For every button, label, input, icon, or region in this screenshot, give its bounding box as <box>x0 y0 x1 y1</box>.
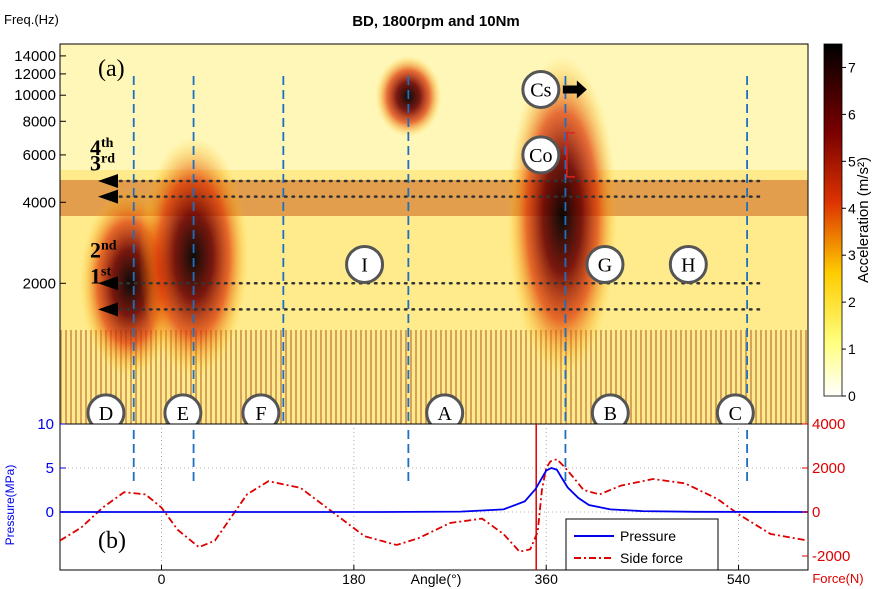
colorbar-tick-label: 3 <box>848 247 856 263</box>
force-tick-labels: -2000 0 2000 4000 <box>802 416 850 565</box>
marker-h-circle <box>668 244 708 284</box>
frequency-tick-label: 10000 <box>14 87 56 104</box>
colorbar-gradient <box>823 43 843 397</box>
heat-hotspot <box>507 55 618 377</box>
pressure-tick-label: 0 <box>46 504 54 521</box>
force-tick-label: 0 <box>812 504 820 521</box>
colorbar-tick-label: 5 <box>848 153 856 169</box>
marker-co-circle <box>521 135 561 175</box>
order-label: 2nd <box>90 237 117 262</box>
force-axis-label: Force(N) <box>812 571 863 586</box>
colorbar-tick-label: 4 <box>848 200 856 216</box>
order-arrow-icon <box>98 276 118 291</box>
marker-i-label: I <box>361 254 368 276</box>
order-label: 4th <box>90 135 114 160</box>
heat-hotspot <box>138 136 249 377</box>
event-lines-a <box>132 76 748 444</box>
pressure-tick-labels: 0 5 10 <box>37 416 66 521</box>
marker-h-label: H <box>681 254 695 276</box>
panel-a-label: (a) <box>98 56 125 82</box>
frequency-tick-label: 12000 <box>14 66 56 83</box>
spectrogram-heat-layer <box>60 55 808 424</box>
order-arrow-icon <box>98 302 118 317</box>
marker-e-label: E <box>177 403 189 425</box>
series-line-side-force <box>60 458 808 553</box>
angle-tick-labels: 0 180 360 540 <box>158 565 751 587</box>
frequency-axis-label: Freq.(Hz) <box>4 12 59 27</box>
chart-title: BD, 1800rpm and 10Nm <box>352 13 520 30</box>
marker-b-label: B <box>604 403 617 425</box>
cs-arrow-icon <box>562 80 587 99</box>
legend-box <box>565 518 719 571</box>
pressure-tick-label: 10 <box>37 416 54 433</box>
angle-tick-label: 360 <box>535 571 559 587</box>
pressure-axis-label: Pressure(MPa) <box>3 465 17 546</box>
colorbar-tick-label: 2 <box>848 294 856 310</box>
order-label: 3rd <box>90 151 115 176</box>
frequency-tick-label: 2000 <box>23 275 56 292</box>
frequency-tick-label: 4000 <box>23 194 56 211</box>
marker-c-label: C <box>729 403 742 425</box>
frequency-tick-label: 8000 <box>23 113 56 130</box>
co-bracket-icon <box>566 132 575 178</box>
angle-tick-label: 180 <box>342 571 366 587</box>
marker-g-circle <box>585 244 625 284</box>
legend: Pressure Side force <box>565 518 719 571</box>
colorbar-tick-labels: 0 1 2 3 4 5 6 7 <box>842 59 856 404</box>
marker-f-label: F <box>255 403 266 425</box>
order-label: 1st <box>90 263 111 288</box>
marker-cs-label: Cs <box>530 80 551 102</box>
frequency-tick-label: 14000 <box>14 48 56 65</box>
colorbar-tick-label: 7 <box>848 59 856 75</box>
order-arrow-icon <box>98 173 118 188</box>
colorbar-tick-label: 1 <box>848 341 856 357</box>
frequency-tick-label: 6000 <box>23 147 56 164</box>
colorbar-tick-label: 0 <box>848 388 856 404</box>
panel-b-label: (b) <box>98 528 126 554</box>
angle-tick-label: 540 <box>727 571 751 587</box>
pressure-tick-label: 5 <box>46 460 54 477</box>
marker-cs-circle <box>521 70 561 110</box>
legend-label-side-force: Side force <box>620 550 683 566</box>
marker-d-label: D <box>99 403 113 425</box>
angle-tick-label: 0 <box>158 571 166 587</box>
force-tick-label: 4000 <box>812 416 845 433</box>
force-tick-label: 2000 <box>812 460 845 477</box>
force-tick-label: -2000 <box>812 548 850 565</box>
legend-label-pressure: Pressure <box>620 528 676 544</box>
order-arrow-icon <box>98 189 118 204</box>
marker-i-circle <box>345 244 385 284</box>
event-lines-b <box>132 430 748 486</box>
order-dotted-lines <box>98 173 764 317</box>
marker-a-label: A <box>437 403 452 425</box>
colorbar-label: Acceleration (m/s²) <box>855 157 872 283</box>
event-markers: Cs Co I G H D E F A B C <box>86 70 755 433</box>
angle-axis-label: Angle(°) <box>411 571 462 587</box>
colorbar-tick-label: 6 <box>848 106 856 122</box>
marker-g-label: G <box>598 254 612 276</box>
colorbar: 0 1 2 3 4 5 6 7 Acceleration (m/s²) <box>823 43 872 404</box>
marker-co-label: Co <box>529 145 552 167</box>
series-line-pressure <box>60 467 808 513</box>
